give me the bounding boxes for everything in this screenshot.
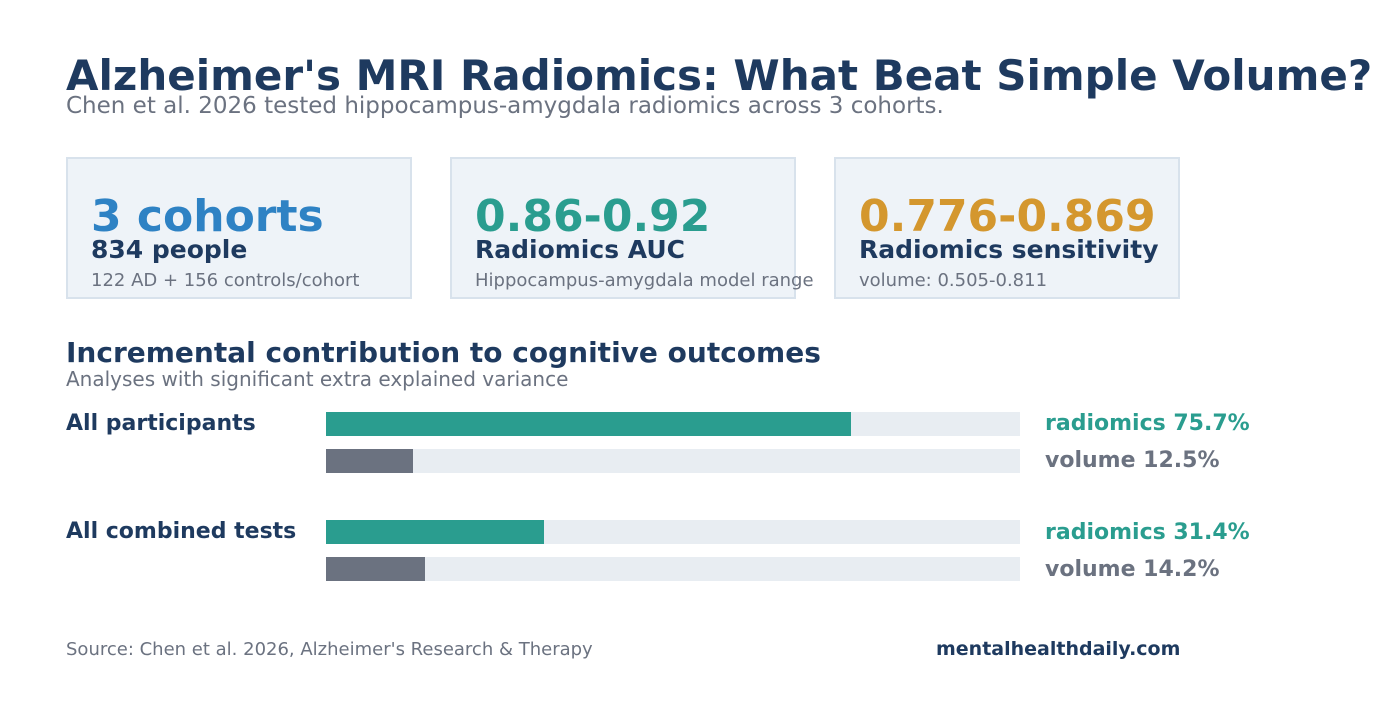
stat-label: Radiomics AUC: [475, 235, 686, 264]
page-subtitle: Chen et al. 2026 tested hippocampus-amyg…: [66, 93, 944, 119]
bar-track: [326, 412, 1020, 436]
bar-radiomics-all-participants: [326, 412, 852, 436]
stat-label: 834 people: [91, 235, 248, 264]
bar-volume-all-participants: [326, 449, 413, 473]
stat-value: 3 cohorts: [91, 191, 324, 242]
bar-value-label: volume 12.5%: [1045, 448, 1220, 473]
stat-label: Radiomics sensitivity: [859, 235, 1159, 264]
source-note: Source: Chen et al. 2026, Alzheimer's Re…: [66, 639, 593, 660]
brand-label: mentalhealthdaily.com: [936, 638, 1181, 660]
stat-note: volume: 0.505-0.811: [859, 270, 1048, 291]
stat-note: Hippocampus-amygdala model range: [475, 270, 814, 291]
bar-value-label: radiomics 75.7%: [1045, 411, 1250, 436]
bar-volume-all-combined-tests: [326, 557, 425, 581]
bar-value-label: radiomics 31.4%: [1045, 520, 1250, 545]
bar-radiomics-all-combined-tests: [326, 520, 544, 544]
section-subtitle: Analyses with significant extra explaine…: [66, 367, 569, 391]
group-label-all-combined-tests: All combined tests: [66, 519, 297, 544]
group-label-all-participants: All participants: [66, 411, 256, 436]
stat-card-cohorts: 3 cohorts 834 people 122 AD + 156 contro…: [66, 157, 412, 299]
stat-card-sensitivity: 0.776-0.869 Radiomics sensitivity volume…: [834, 157, 1180, 299]
stat-value: 0.776-0.869: [859, 191, 1156, 242]
bar-track: [326, 557, 1020, 581]
bar-track: [326, 449, 1020, 473]
page-title: Alzheimer's MRI Radiomics: What Beat Sim…: [66, 51, 1373, 100]
stat-note: 122 AD + 156 controls/cohort: [91, 270, 360, 291]
bar-track: [326, 520, 1020, 544]
bar-value-label: volume 14.2%: [1045, 557, 1220, 582]
section-title: Incremental contribution to cognitive ou…: [66, 336, 821, 369]
stat-value: 0.86-0.92: [475, 191, 711, 242]
stat-card-auc: 0.86-0.92 Radiomics AUC Hippocampus-amyg…: [450, 157, 814, 299]
